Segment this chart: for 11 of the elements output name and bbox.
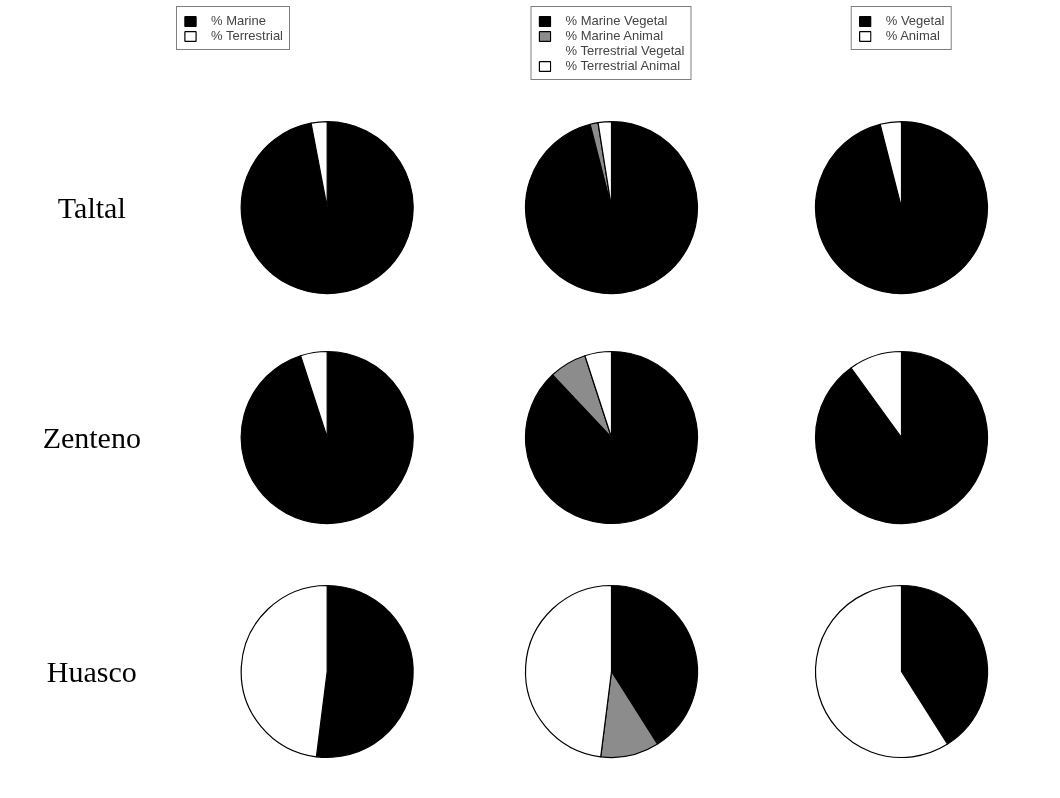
legend-label: % Marine bbox=[210, 13, 266, 28]
category-label: % Terrestrial Vegetal bbox=[565, 43, 685, 58]
text: Zenteno bbox=[42, 421, 141, 454]
legend-label: % Animal bbox=[885, 28, 940, 43]
legend-label: % Terrestrial bbox=[210, 28, 284, 43]
legend-label: % Marine Vegetal bbox=[565, 13, 668, 28]
text: Taltal bbox=[57, 191, 126, 225]
text: Huasco bbox=[46, 655, 137, 688]
legend-label: % Vegetal bbox=[885, 13, 945, 28]
legend-label: % Terrestrial Animal bbox=[565, 58, 681, 73]
legend-label: % Marine Animal bbox=[565, 28, 664, 43]
